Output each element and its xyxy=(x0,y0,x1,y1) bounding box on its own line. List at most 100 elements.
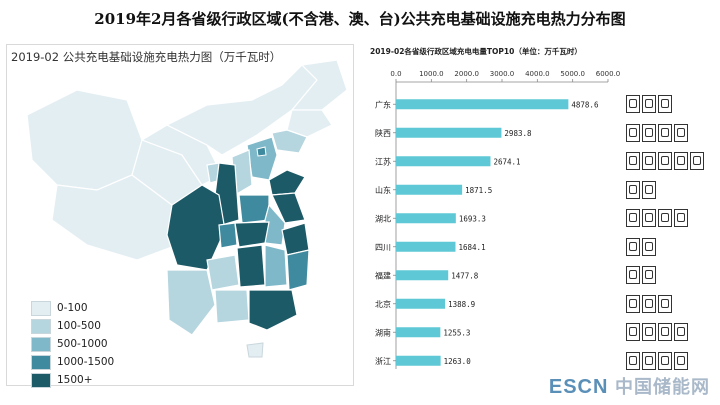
bar xyxy=(396,127,502,138)
region-hainan xyxy=(246,342,264,358)
china-map xyxy=(26,59,348,358)
vehicle-icon xyxy=(626,209,640,228)
vehicle-shape-icon xyxy=(645,241,653,251)
region-zhejiang xyxy=(281,222,310,256)
vehicle-shape-icon xyxy=(629,184,637,194)
region-anhui xyxy=(264,203,286,246)
region-guangdong xyxy=(248,289,298,331)
vehicle-shape-icon xyxy=(629,355,637,365)
vehicle-icon xyxy=(642,351,656,370)
region-sichuan xyxy=(166,184,226,271)
data-label: 1693.3 xyxy=(459,214,486,223)
category-label: 湖北 xyxy=(375,214,391,223)
vehicle-icon xyxy=(658,152,672,171)
region-xinjiang xyxy=(26,89,143,191)
region-henan xyxy=(238,194,270,224)
legend-label: 0-100 xyxy=(57,302,88,314)
vehicle-icon xyxy=(658,123,672,142)
watermark-esc: ESCN xyxy=(548,376,609,398)
region-guangxi xyxy=(214,289,250,324)
legend-item: 1500+ xyxy=(31,371,114,389)
legend-item: 500-1000 xyxy=(31,335,114,353)
bar xyxy=(396,184,463,195)
vehicle-icon xyxy=(626,237,640,256)
region-fujian xyxy=(286,249,310,291)
vehicle-icon xyxy=(626,351,640,370)
vehicle-shape-icon xyxy=(661,99,669,109)
bar xyxy=(396,327,441,338)
vehicle-shape-icon xyxy=(677,127,685,137)
vehicle-icon xyxy=(626,323,640,342)
region-hubei xyxy=(234,221,270,248)
legend-label: 1500+ xyxy=(57,374,93,386)
category-label: 山东 xyxy=(375,185,391,195)
vehicle-shape-icon xyxy=(645,184,653,194)
vehicle-shape-icon xyxy=(629,270,637,280)
vehicle-shape-icon xyxy=(629,298,637,308)
vehicle-icon xyxy=(658,209,672,228)
vehicle-shape-icon xyxy=(645,327,653,337)
vehicle-shape-icon xyxy=(645,99,653,109)
vehicle-shape-icon xyxy=(629,241,637,251)
legend-item: 100-500 xyxy=(31,317,114,335)
vehicle-shape-icon xyxy=(629,213,637,223)
x-tick-label: 6000.0 xyxy=(596,70,621,78)
legend-swatch xyxy=(31,318,51,334)
vehicle-icon xyxy=(642,123,656,142)
vehicle-icon xyxy=(674,123,688,142)
legend-swatch xyxy=(31,354,51,370)
vehicle-shape-icon xyxy=(677,156,685,166)
vehicle-shape-icon xyxy=(661,298,669,308)
bar xyxy=(396,156,491,167)
vehicle-icon xyxy=(642,180,656,199)
legend-swatch xyxy=(31,300,51,316)
vehicle-icon xyxy=(658,95,672,114)
map-panel: 2019-02 公共充电基础设施充电热力图（万千瓦时） 0-100 100-50… xyxy=(6,44,354,389)
vehicle-shape-icon xyxy=(661,355,669,365)
vehicle-icon xyxy=(626,266,640,285)
main-title: 2019年2月各省级行政区域(不含港、澳、台)公共充电基础设施充电热力分布图 xyxy=(94,10,626,28)
category-label: 广东 xyxy=(375,99,391,109)
vehicle-shape-icon xyxy=(677,355,685,365)
region-hunan xyxy=(236,244,266,288)
category-label: 四川 xyxy=(375,243,391,252)
region-chongqing xyxy=(218,222,238,249)
vehicle-shape-icon xyxy=(629,327,637,337)
vehicle-shape-icon xyxy=(661,327,669,337)
bar-chart-panel: 2019-02各省级行政区域充电电量TOP10（单位：万千瓦时） 0.0 1000… xyxy=(364,44,714,386)
bar-chart: 0.0 1000.0 2000.0 3000.0 4000.0 5000.0 6000.0 广… xyxy=(375,70,621,369)
data-label: 1477.8 xyxy=(451,271,479,280)
category-label: 福建 xyxy=(375,270,391,280)
vehicle-icon xyxy=(626,152,640,171)
vehicle-shape-icon xyxy=(645,270,653,280)
category-label: 浙江 xyxy=(375,356,391,366)
region-beijing xyxy=(256,146,267,157)
data-label: 2983.8 xyxy=(504,129,532,138)
vehicle-icon xyxy=(642,152,656,171)
vehicle-icon xyxy=(658,323,672,342)
legend-item: 1000-1500 xyxy=(31,353,114,371)
bar xyxy=(396,241,456,252)
region-shandong xyxy=(268,169,306,196)
vehicle-icon xyxy=(642,294,656,313)
bar xyxy=(396,355,441,366)
category-label: 北京 xyxy=(375,299,391,309)
vehicle-shape-icon xyxy=(677,213,685,223)
vehicle-icon xyxy=(642,237,656,256)
region-yunnan xyxy=(166,269,216,336)
vehicle-icon xyxy=(658,351,672,370)
x-tick-label: 2000.0 xyxy=(454,70,479,78)
legend-item: 0-100 xyxy=(31,299,114,317)
data-label: 1684.1 xyxy=(459,243,486,252)
bar xyxy=(396,213,456,224)
vehicle-icon xyxy=(690,152,704,171)
vehicle-icon xyxy=(674,351,688,370)
legend-swatch xyxy=(31,336,51,352)
legend-label: 500-1000 xyxy=(57,338,108,350)
bar-chart-title: 2019-02各省级行政区域充电电量TOP10（单位：万千瓦时） xyxy=(370,47,582,56)
vehicle-icon xyxy=(626,294,640,313)
watermark-cn: 中国储能网 xyxy=(615,377,710,397)
vehicle-icon xyxy=(674,152,688,171)
data-label: 1263.0 xyxy=(444,357,472,366)
x-tick-label: 0.0 xyxy=(390,70,401,78)
